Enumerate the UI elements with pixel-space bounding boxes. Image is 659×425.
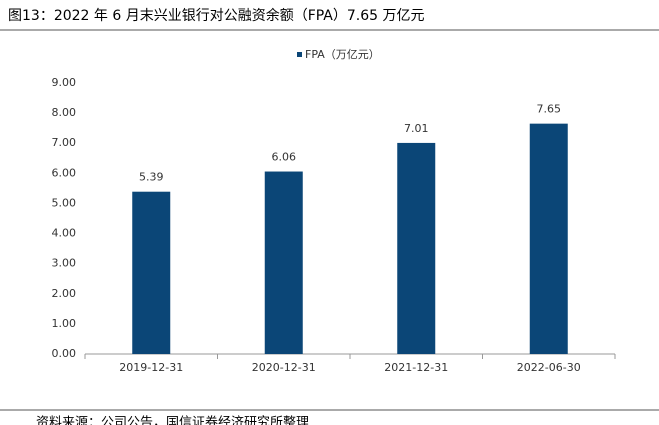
y-tick-label: 2.00 — [52, 287, 77, 300]
bar — [397, 142, 436, 354]
bar — [264, 171, 303, 354]
data-label: 7.65 — [537, 103, 562, 116]
legend-label: FPA（万亿元） — [305, 48, 380, 61]
chart-title: 图13：2022 年 6 月末兴业银行对公融资余额（FPA）7.65 万亿元 — [8, 7, 425, 24]
y-tick-label: 4.00 — [52, 227, 77, 240]
source-note: 资料来源：公司公告，国信证券经济研究所整理 — [36, 415, 309, 425]
y-tick-label: 5.00 — [52, 196, 77, 209]
x-tick-label: 2021-12-31 — [384, 361, 448, 374]
y-tick-label: 6.00 — [52, 166, 77, 179]
x-tick-label: 2019-12-31 — [119, 361, 183, 374]
y-tick-label: 7.00 — [52, 136, 77, 149]
y-tick-label: 3.00 — [52, 257, 77, 270]
bar — [132, 191, 171, 354]
y-tick-label: 9.00 — [52, 76, 77, 89]
y-tick-label: 1.00 — [52, 317, 77, 330]
bar — [529, 123, 568, 355]
x-tick-label: 2022-06-30 — [517, 361, 581, 374]
y-tick-label: 0.00 — [52, 347, 77, 360]
x-tick-label: 2020-12-31 — [252, 361, 316, 374]
legend-swatch — [297, 52, 302, 57]
y-tick-label: 8.00 — [52, 106, 77, 119]
data-label: 6.06 — [272, 151, 297, 164]
data-label: 7.01 — [404, 122, 429, 135]
data-label: 5.39 — [139, 171, 164, 184]
